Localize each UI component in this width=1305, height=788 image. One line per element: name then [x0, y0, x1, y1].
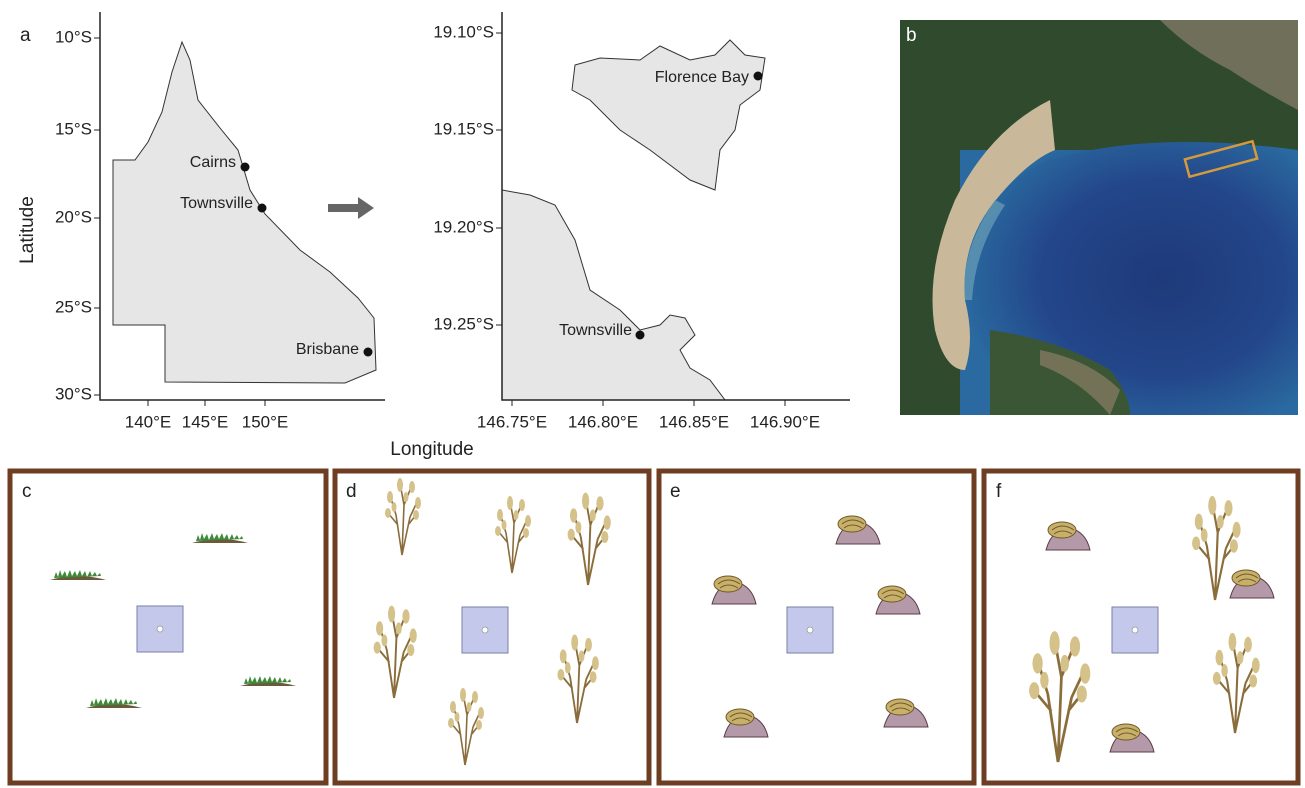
panel-label: d: [346, 481, 357, 502]
panel-d: d: [335, 471, 649, 783]
y-tick-label: 20°S: [55, 207, 92, 226]
city-dot: [754, 72, 763, 81]
y-tick-label: 19.10°S: [433, 22, 494, 41]
city-dot: [241, 163, 250, 172]
city-dot: [258, 204, 267, 213]
x-tick-label: 146.80°E: [568, 412, 638, 431]
map-a: 10°S 15°S 20°S 25°S 30°S 140°E 145°E 150…: [20, 12, 385, 431]
place-label: Cairns: [190, 154, 236, 171]
map-inset: 19.10°S 19.15°S 19.20°S 19.25°S 146.75°E…: [433, 12, 850, 431]
queensland: [113, 42, 376, 383]
x-tick-label: 146.75°E: [477, 412, 547, 431]
y-tick-label: 10°S: [55, 27, 92, 46]
page: {"panel_labels": {"a": "a", "b": "b", "c…: [0, 0, 1305, 788]
panel-c: c: [10, 471, 326, 783]
panel-e: e: [659, 471, 974, 783]
place-label: Townsville: [180, 195, 253, 212]
city-dot: [636, 331, 645, 340]
panel-label: a: [20, 25, 31, 46]
x-tick-label: 145°E: [182, 412, 229, 431]
panel-label: e: [670, 481, 681, 502]
place-label: Townsville: [559, 322, 632, 339]
x-tick-label: 146.85°E: [659, 412, 729, 431]
y-tick-label: 15°S: [55, 119, 92, 138]
axis-label: Longitude: [390, 439, 473, 460]
panel-label: f: [996, 481, 1002, 502]
x-tick-label: 150°E: [242, 412, 289, 431]
arrow: [328, 197, 374, 219]
axis-label: Latitude: [17, 196, 38, 264]
place-label: Brisbane: [296, 341, 359, 358]
magnetic-island: [572, 40, 765, 190]
y-tick-label: 19.15°S: [433, 119, 494, 138]
x-tick-label: 140°E: [125, 412, 172, 431]
panel-label: c: [22, 481, 32, 502]
y-tick-label: 30°S: [55, 384, 92, 403]
y-tick-label: 25°S: [55, 297, 92, 316]
city-dot: [364, 348, 373, 357]
y-tick-label: 19.25°S: [433, 314, 494, 333]
aerial-photo: b: [900, 20, 1298, 415]
panel-f: f: [984, 471, 1298, 783]
y-tick-label: 19.20°S: [433, 217, 494, 236]
figure: 10°S 15°S 20°S 25°S 30°S 140°E 145°E 150…: [0, 0, 1305, 788]
place-label: Florence Bay: [655, 69, 749, 86]
mainland: [502, 190, 725, 400]
panel-label: b: [906, 25, 917, 46]
x-tick-label: 146.90°E: [750, 412, 820, 431]
